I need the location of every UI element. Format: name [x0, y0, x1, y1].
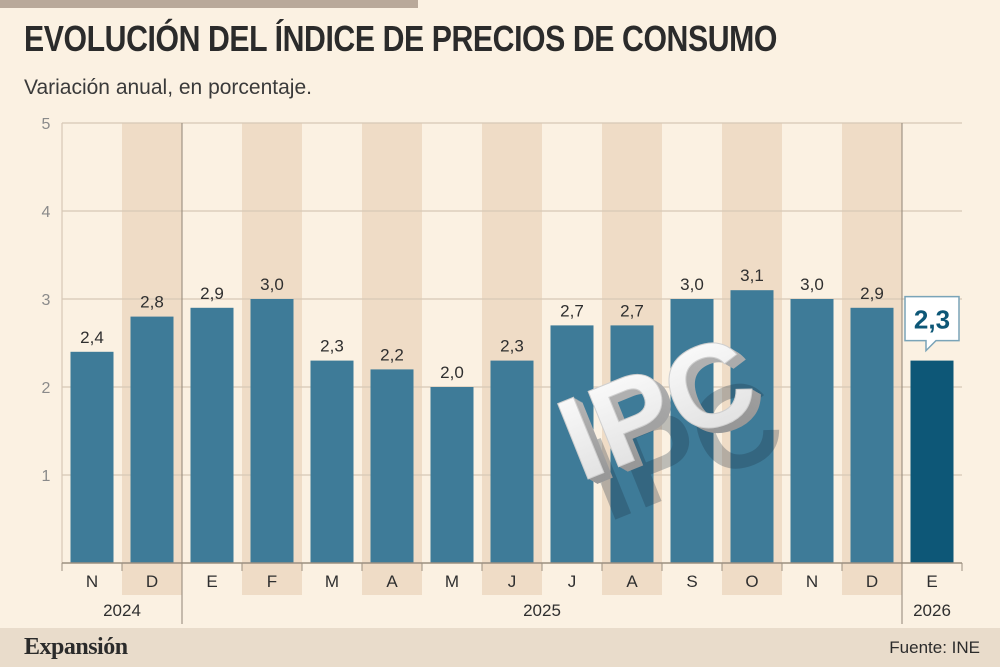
value-label: 2,9 — [200, 284, 224, 303]
x-tick-label: M — [325, 572, 339, 591]
value-label: 3,0 — [800, 275, 824, 294]
footer-band — [0, 628, 1000, 667]
value-label: 3,0 — [260, 275, 284, 294]
brand-logo: Expansión — [24, 634, 128, 660]
bar — [730, 290, 774, 563]
x-tick-label: J — [508, 572, 517, 591]
bar — [850, 307, 894, 563]
y-tick-label: 5 — [42, 116, 51, 133]
chart-subtitle: Variación anual, en porcentaje. — [24, 76, 312, 99]
year-label: 2024 — [103, 601, 141, 620]
bar — [190, 307, 234, 563]
bar — [670, 299, 714, 563]
bar — [550, 325, 594, 563]
x-tick-label: A — [386, 572, 398, 591]
bar — [250, 299, 294, 563]
y-tick-label: 3 — [42, 292, 51, 309]
value-label: 3,0 — [680, 275, 704, 294]
x-tick-label: D — [146, 572, 158, 591]
bar — [910, 360, 954, 563]
year-label: 2025 — [523, 601, 561, 620]
highlight-callout-box — [904, 295, 960, 353]
bar — [370, 369, 414, 563]
value-label: 2,4 — [80, 328, 104, 347]
value-label: 2,8 — [140, 293, 164, 312]
y-tick-label: 2 — [42, 380, 51, 397]
value-label-highlight: 2,3 — [914, 305, 950, 335]
year-label: 2026 — [913, 601, 951, 620]
y-tick-label: 1 — [42, 468, 51, 485]
x-tick-label: J — [568, 572, 577, 591]
bar-chart: 2,4 2,8 2,9 3,0 2,3 2,2 2,0 2,3 2,7 2,7 3,0 3,1 3,0 2… — [42, 116, 963, 624]
x-tick-label: E — [206, 572, 217, 591]
value-label: 3,1 — [740, 266, 764, 285]
bar — [790, 299, 834, 563]
x-tick-label: F — [267, 572, 277, 591]
x-tick-label: E — [926, 572, 937, 591]
chart-title: EVOLUCIÓN DEL ÍNDICE DE PRECIOS DE CONSU… — [24, 18, 778, 59]
value-label: 2,0 — [440, 363, 464, 382]
x-tick-label: M — [445, 572, 459, 591]
bar — [130, 316, 174, 563]
top-accent-bar — [0, 0, 418, 8]
value-label: 2,7 — [560, 301, 584, 320]
value-label: 2,9 — [860, 284, 884, 303]
x-tick-label: N — [86, 572, 98, 591]
source-note: Fuente: INE — [889, 638, 980, 657]
bar — [430, 387, 474, 563]
value-label: 2,7 — [620, 301, 644, 320]
bar — [70, 351, 114, 563]
x-tick-label: N — [806, 572, 818, 591]
value-label: 2,2 — [380, 345, 404, 364]
x-tick-label: A — [626, 572, 638, 591]
y-tick-label: 4 — [42, 204, 51, 221]
value-label: 2,3 — [320, 337, 344, 356]
bar — [610, 325, 654, 563]
value-label: 2,3 — [500, 337, 524, 356]
x-tick-label: S — [686, 572, 697, 591]
bar — [310, 360, 354, 563]
bar — [490, 360, 534, 563]
x-tick-label: O — [745, 572, 758, 591]
x-tick-label: D — [866, 572, 878, 591]
